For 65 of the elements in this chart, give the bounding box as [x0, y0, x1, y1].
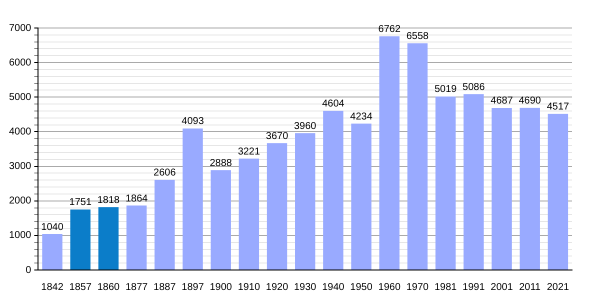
- bar: [238, 158, 260, 270]
- x-tick-label: 2011: [519, 282, 542, 293]
- y-tick-label: 4000: [8, 126, 32, 138]
- x-tick-label: 1991: [462, 282, 486, 293]
- bar: [464, 94, 484, 270]
- bar: [182, 128, 203, 270]
- data-label: 6762: [378, 24, 401, 35]
- bar: [492, 108, 512, 270]
- data-label: 5086: [462, 82, 486, 93]
- data-label: 6558: [406, 31, 430, 42]
- y-tick-label: 1000: [8, 230, 32, 242]
- x-tick-label: 1940: [322, 282, 345, 293]
- x-tick-label: 1887: [154, 282, 176, 293]
- data-label: 2888: [210, 158, 232, 169]
- bar: [351, 124, 372, 270]
- x-tick-label: 1842: [41, 282, 64, 293]
- x-tick-label: 1860: [97, 282, 120, 293]
- data-label: 1818: [97, 194, 120, 206]
- data-label: 1751: [69, 197, 92, 208]
- data-label: 5019: [434, 84, 458, 96]
- bar: [154, 180, 175, 270]
- data-label: 4687: [490, 96, 514, 107]
- x-tick-label: 1910: [238, 282, 260, 293]
- data-label: 3960: [294, 120, 317, 132]
- x-tick-label: 1930: [294, 282, 317, 293]
- x-tick-label: 1897: [182, 282, 204, 293]
- bar: [323, 110, 344, 270]
- data-label: 4234: [350, 111, 373, 122]
- data-label: 4517: [546, 102, 570, 113]
- x-tick-label: 1960: [378, 282, 401, 293]
- y-tick-label: 6000: [8, 57, 32, 68]
- bar: [379, 36, 400, 270]
- bar: [98, 207, 119, 270]
- x-tick-label: 1950: [350, 282, 373, 293]
- x-tick-label: 1877: [125, 282, 148, 293]
- bar: [210, 170, 231, 270]
- data-label: 4690: [518, 96, 542, 107]
- data-label: 1040: [41, 222, 64, 233]
- y-tick-label: 0: [26, 264, 32, 276]
- bar: [266, 143, 288, 270]
- data-label: 1864: [125, 193, 148, 204]
- x-tick-label: 2001: [490, 282, 514, 293]
- bar: [520, 108, 540, 270]
- data-label: 2606: [154, 168, 176, 179]
- y-tick-label: 5000: [8, 92, 32, 103]
- data-label: 3670: [266, 130, 289, 142]
- bar: [42, 234, 62, 270]
- x-tick-label: 1981: [434, 282, 458, 293]
- data-label: 3221: [238, 146, 260, 158]
- y-tick-label: 7000: [8, 22, 32, 34]
- bar: [126, 206, 147, 270]
- bar: [70, 209, 90, 270]
- x-tick-label: 1857: [69, 282, 92, 293]
- x-tick-label: 1970: [406, 282, 430, 293]
- x-tick-label: 1920: [266, 282, 289, 293]
- bar: [435, 96, 456, 270]
- bar: [548, 114, 568, 270]
- bar: [295, 133, 316, 270]
- y-tick-label: 2000: [8, 196, 32, 207]
- y-tick-label: 3000: [8, 161, 32, 172]
- x-tick-label: 1900: [210, 282, 232, 293]
- data-label: 4604: [322, 98, 345, 110]
- bar: [407, 43, 428, 270]
- x-tick-label: 2021: [546, 282, 570, 293]
- data-label: 4093: [182, 116, 204, 128]
